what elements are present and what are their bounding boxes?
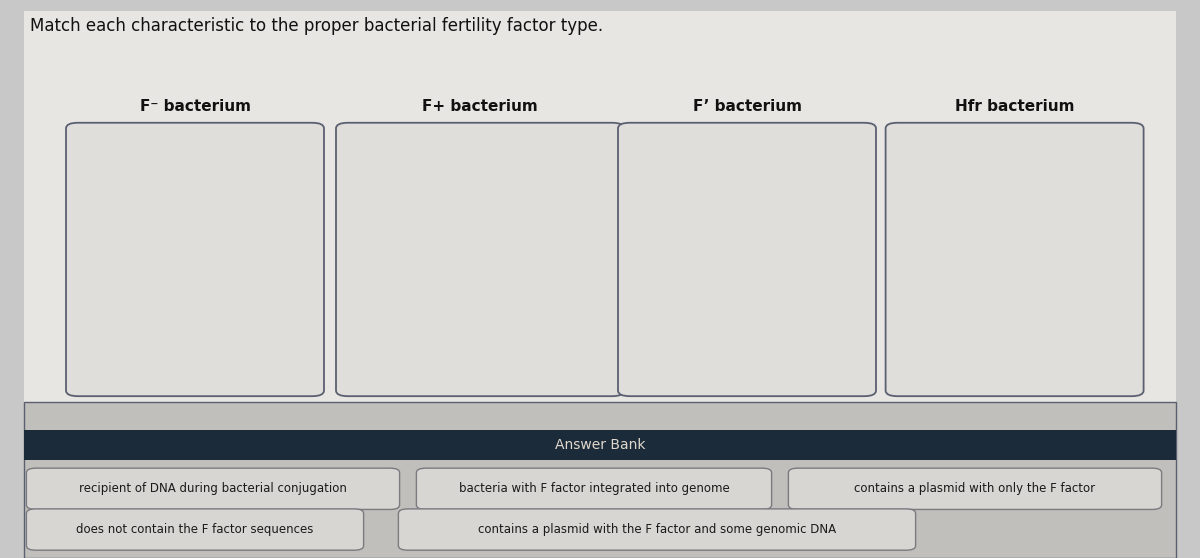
FancyBboxPatch shape [26,468,400,509]
FancyBboxPatch shape [398,509,916,550]
FancyBboxPatch shape [24,430,1176,460]
Text: recipient of DNA during bacterial conjugation: recipient of DNA during bacterial conjug… [79,482,347,496]
FancyBboxPatch shape [416,468,772,509]
Text: Hfr bacterium: Hfr bacterium [955,99,1074,114]
Text: contains a plasmid with the F factor and some genomic DNA: contains a plasmid with the F factor and… [478,523,836,536]
FancyBboxPatch shape [788,468,1162,509]
FancyBboxPatch shape [24,11,1176,407]
FancyBboxPatch shape [26,509,364,550]
FancyBboxPatch shape [66,123,324,396]
Text: Match each characteristic to the proper bacterial fertility factor type.: Match each characteristic to the proper … [30,17,604,35]
Text: does not contain the F factor sequences: does not contain the F factor sequences [77,523,313,536]
FancyBboxPatch shape [336,123,624,396]
Text: F⁻ bacterium: F⁻ bacterium [139,99,251,114]
Text: bacteria with F factor integrated into genome: bacteria with F factor integrated into g… [458,482,730,496]
FancyBboxPatch shape [618,123,876,396]
FancyBboxPatch shape [24,402,1176,558]
Text: F+ bacterium: F+ bacterium [422,99,538,114]
Text: F’ bacterium: F’ bacterium [692,99,802,114]
FancyBboxPatch shape [886,123,1144,396]
Text: Answer Bank: Answer Bank [554,438,646,452]
Text: contains a plasmid with only the F factor: contains a plasmid with only the F facto… [854,482,1096,496]
